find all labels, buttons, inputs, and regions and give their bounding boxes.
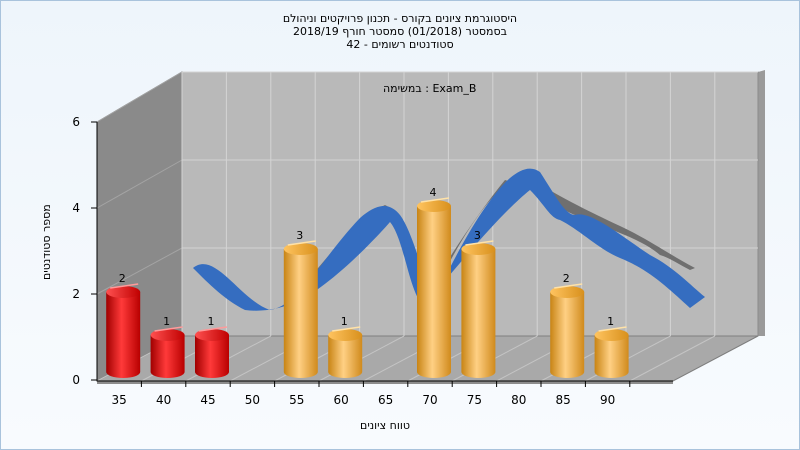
bar-value-label-75: 3 <box>474 229 481 242</box>
y-tick-label-4: 4 <box>72 201 80 215</box>
bar-55: 3 <box>283 229 318 378</box>
gridline-side-6 <box>96 71 183 123</box>
bar-body-60 <box>328 335 363 378</box>
y-tick-label-6: 6 <box>72 115 80 129</box>
y-tick-label-2: 2 <box>72 287 80 301</box>
x-tick-label-40: 40 <box>156 393 171 407</box>
bar-75: 3 <box>461 229 496 378</box>
chart-right-wall <box>758 70 765 336</box>
bar-value-label-45: 1 <box>208 315 215 328</box>
y-axis-label: מספר סטודנטים <box>40 204 53 280</box>
y-tick-label-0: 0 <box>72 373 80 387</box>
bar-85: 2 <box>550 272 585 378</box>
x-tick-label-75: 75 <box>467 393 482 407</box>
bar-body-45 <box>195 335 229 378</box>
x-tick-label-35: 35 <box>112 393 127 407</box>
bar-cap-40 <box>150 329 185 341</box>
chart-title-line-1: היסטוגרמת ציונים בקורס - תכנון פרויקטים … <box>282 12 518 25</box>
bar-40: 1 <box>150 315 185 378</box>
bar-70: 4 <box>417 186 451 378</box>
bar-body-75 <box>461 249 496 378</box>
x-tick-label-80: 80 <box>511 393 526 407</box>
bar-body-40 <box>150 335 185 378</box>
bar-highlight-60 <box>332 326 361 332</box>
bar-value-label-55: 3 <box>296 229 303 242</box>
bar-highlight-85 <box>554 283 583 289</box>
bar-body-70 <box>417 206 451 378</box>
bar-cap-60 <box>328 329 363 341</box>
bar-highlight-90 <box>598 326 627 332</box>
bar-highlight-55 <box>287 240 316 246</box>
chart-floor-front-edge <box>97 381 673 384</box>
x-tick-label-70: 70 <box>422 393 437 407</box>
bar-body-35 <box>106 292 141 378</box>
bar-value-label-40: 1 <box>163 315 170 328</box>
series-ribbon-front <box>193 168 705 311</box>
bar-body-85 <box>550 292 585 378</box>
bar-value-label-70: 4 <box>430 186 437 199</box>
bar-cap-70 <box>417 200 451 212</box>
bar-60: 1 <box>328 315 363 378</box>
bar-value-label-90: 1 <box>607 315 614 328</box>
x-tick-label-85: 85 <box>556 393 571 407</box>
bar-highlight-35 <box>110 283 139 289</box>
bar-highlight-45 <box>198 326 228 332</box>
bar-value-label-35: 2 <box>119 272 126 285</box>
x-tick-label-55: 55 <box>289 393 304 407</box>
x-tick-label-50: 50 <box>245 393 260 407</box>
bar-cap-85 <box>550 286 585 298</box>
x-axis-label: טווח ציונים <box>360 419 410 432</box>
x-tick-label-45: 45 <box>200 393 215 407</box>
x-tick-label-60: 60 <box>334 393 349 407</box>
chart-axes: 0 2 4 6 35 40 45 50 55 60 65 70 75 80 85 90 <box>72 115 673 407</box>
bar-cap-90 <box>594 329 629 341</box>
bar-body-90 <box>594 335 629 378</box>
x-tick-label-90: 90 <box>600 393 615 407</box>
bar-45: 1 <box>195 315 229 378</box>
chart-title-line-3: סטודנטים רשומים - 42 <box>346 38 454 51</box>
gridline-side-2 <box>96 247 183 295</box>
bar-cap-55 <box>283 243 318 255</box>
x-tick-label-65: 65 <box>378 393 393 407</box>
bar-35: 2 <box>106 272 141 378</box>
chart-title-line-2: בסמסטר (01/2018) סמסטר חורף 2018/19 <box>293 25 507 38</box>
bar-90: 1 <box>594 315 629 378</box>
chart-bars: 2 1 1 3 1 4 3 2 1 <box>106 186 629 378</box>
bar-cap-35 <box>106 286 141 298</box>
gridline-floor-12 <box>629 335 716 382</box>
bar-value-label-60: 1 <box>341 315 348 328</box>
chart-annotation: במשימה : Exam_B <box>383 82 477 95</box>
gridline-side-4 <box>96 159 183 209</box>
bar-highlight-40 <box>154 326 183 332</box>
bar-body-55 <box>283 249 318 378</box>
bar-highlight-70 <box>420 197 450 203</box>
bar-cap-75 <box>461 243 496 255</box>
bar-value-label-85: 2 <box>563 272 570 285</box>
bar-cap-45 <box>195 329 229 341</box>
bar-highlight-75 <box>465 240 494 246</box>
